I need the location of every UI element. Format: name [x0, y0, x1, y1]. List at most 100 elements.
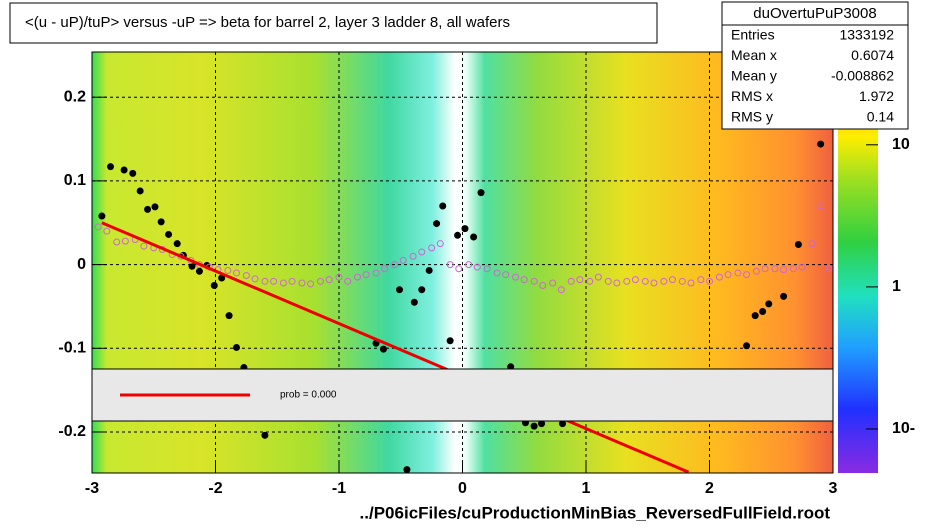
x-tick-label: -3	[85, 480, 99, 497]
data-point	[129, 169, 137, 177]
data-point	[759, 307, 767, 315]
profile-point	[817, 202, 825, 210]
z-tick-label: 10-	[892, 420, 915, 437]
profile-point	[613, 279, 621, 287]
data-point	[538, 420, 546, 428]
profile-point	[734, 269, 742, 277]
profile-point	[743, 271, 751, 279]
profile-point	[121, 237, 129, 245]
profile-point	[660, 277, 668, 285]
plot-frame	[91, 51, 834, 474]
data-point	[743, 342, 751, 350]
profile-point	[391, 261, 399, 269]
legend-label: prob = 0.000	[280, 390, 337, 401]
stats-value: 1.972	[859, 88, 894, 104]
profile-point	[520, 276, 528, 284]
profile-point	[418, 248, 426, 256]
data-point	[396, 286, 404, 294]
stats-value: 0.14	[867, 109, 894, 125]
x-tick-label: -1	[332, 480, 346, 497]
profile-point	[270, 277, 278, 285]
chart-title: <(u - uP)/tuP> versus -uP => beta for ba…	[25, 14, 510, 31]
data-point	[98, 212, 106, 220]
profile-point	[232, 269, 240, 277]
x-tick-label: 3	[829, 480, 838, 497]
stats-value: 1333192	[839, 27, 894, 43]
data-point	[144, 205, 152, 213]
data-point	[530, 422, 538, 430]
profile-point	[399, 256, 407, 264]
data-point	[559, 420, 567, 428]
profile-point	[251, 275, 259, 283]
stats-label: RMS x	[731, 88, 773, 104]
profile-point	[631, 276, 639, 284]
data-point	[225, 312, 233, 320]
stats-label: RMS y	[731, 109, 773, 125]
data-point	[439, 202, 447, 210]
y-tick-label: -0.1	[58, 340, 86, 357]
profile-point	[594, 273, 602, 281]
data-point	[232, 343, 240, 351]
profile-point	[752, 267, 760, 275]
stats-value: -0.008862	[831, 68, 894, 84]
profile-point	[381, 265, 389, 273]
data-point	[425, 266, 433, 274]
profile-point	[576, 276, 584, 284]
profile-point	[307, 280, 315, 288]
profile-point	[687, 279, 695, 287]
data-point	[454, 231, 462, 239]
profile-point	[316, 277, 324, 285]
profile-point	[103, 227, 111, 235]
x-tick-label: 2	[705, 480, 714, 497]
data-point	[210, 282, 218, 290]
stats-label: Mean y	[731, 68, 777, 84]
profile-point	[493, 269, 501, 277]
stats-label: Entries	[731, 27, 775, 43]
stats-label: Mean x	[731, 47, 777, 63]
footer: ../P06icFiles/cuProductionMinBias_Revers…	[360, 503, 831, 522]
profile-point	[502, 271, 510, 279]
data-point	[817, 140, 825, 148]
profile-point	[530, 277, 538, 285]
data-point	[136, 187, 144, 195]
title-box	[9, 2, 658, 44]
data-point	[507, 363, 515, 371]
profile-point	[539, 282, 547, 290]
profile-point	[298, 279, 306, 287]
data-point	[477, 189, 485, 197]
profile-point	[512, 273, 520, 281]
profile-point	[436, 240, 444, 248]
data-point	[403, 466, 411, 473]
data-point	[751, 312, 759, 320]
profile-point	[668, 276, 676, 284]
data-point	[188, 262, 196, 270]
profile-point	[354, 273, 362, 281]
profile-point	[446, 261, 454, 269]
profile-point	[94, 223, 102, 231]
profile-point	[428, 244, 436, 252]
data-point	[794, 241, 802, 249]
stats-value: 0.6074	[851, 47, 894, 63]
profile-point	[724, 271, 732, 279]
profile-point	[715, 273, 723, 281]
data-point	[218, 274, 226, 282]
profile-point	[697, 276, 705, 284]
data-point	[379, 345, 387, 353]
profile-point	[604, 277, 612, 285]
profile-point	[242, 271, 250, 279]
profile-point	[473, 263, 481, 271]
z-tick-label: 1	[892, 278, 901, 295]
data-point	[120, 166, 128, 174]
profile-point	[798, 263, 806, 271]
data-point	[151, 203, 159, 211]
data-point	[780, 292, 788, 300]
profile-point	[344, 277, 352, 285]
profile-point	[288, 277, 296, 285]
data-point	[433, 220, 441, 228]
data-point	[461, 225, 469, 233]
profile-point	[465, 261, 473, 269]
data-point	[157, 218, 165, 226]
profile-point	[567, 277, 575, 285]
profile-point	[224, 266, 232, 274]
y-tick-label: -0.2	[58, 423, 86, 440]
